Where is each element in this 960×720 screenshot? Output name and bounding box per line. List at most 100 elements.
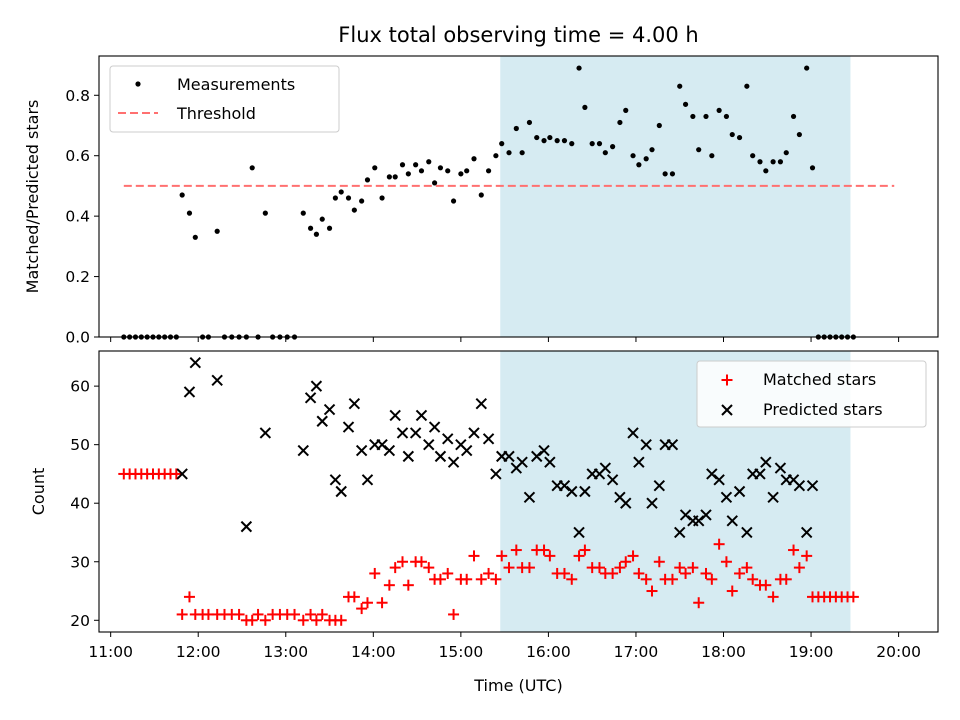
matched-star-point: [646, 585, 658, 597]
measurement-point: [372, 165, 378, 171]
measurement-point: [541, 138, 547, 144]
measurement-point: [249, 165, 255, 171]
measurement-point: [582, 104, 588, 110]
matched-star-point: [289, 608, 301, 620]
ratio-panel: 0.0 0.2 0.4 0.6 0.8 Flux total observing tim…: [23, 23, 939, 347]
matched-star-point: [747, 573, 759, 585]
predicted-star-point: [348, 397, 361, 410]
matched-star-point: [544, 550, 556, 562]
predicted-star-point: [566, 485, 578, 498]
matched-star-point: [356, 603, 368, 615]
measurement-point: [186, 210, 193, 216]
time-x-tick-label: 20:00: [876, 643, 921, 661]
measurement-point: [763, 168, 769, 174]
x-marker-b: [679, 509, 692, 521]
x-marker-b: [726, 515, 738, 527]
measurement-point: [405, 171, 411, 177]
measurement-point: [418, 168, 425, 174]
x-marker-b: [566, 485, 578, 498]
legend-plus-glyph: [721, 374, 733, 386]
x-marker-b: [297, 444, 309, 457]
x-marker-b: [720, 491, 733, 504]
predicted-star-point: [538, 444, 550, 457]
x-marker-b: [516, 456, 528, 468]
measurement-point: [450, 198, 457, 204]
x-marker-b: [767, 491, 779, 504]
measurement-point: [413, 162, 419, 168]
measurement-point: [656, 122, 662, 129]
x-marker-b: [558, 479, 571, 492]
x-marker-b: [741, 526, 753, 539]
x-marker-b: [409, 427, 422, 439]
predicted-star-point: [599, 462, 612, 474]
x-marker-b: [355, 444, 368, 457]
matched-star-point: [674, 562, 686, 574]
predicted-star-point: [726, 515, 738, 527]
x-marker-b: [335, 485, 347, 498]
matched-star-point: [170, 468, 182, 480]
matched-star-point: [503, 562, 515, 574]
predicted-star-point: [531, 450, 543, 463]
x-marker-b: [389, 409, 401, 422]
measurement-point: [790, 113, 797, 120]
time-x-tick-label: 15:00: [439, 643, 484, 661]
count-y-tick-label: 50: [70, 436, 90, 454]
predicted-star-point: [409, 427, 422, 439]
matched-star-point: [434, 573, 446, 585]
ratio-legend-box: [109, 65, 340, 133]
predicted-star-point: [653, 479, 666, 492]
predicted-star-point: [423, 438, 435, 451]
time-x-tick-label: 12:00: [176, 643, 221, 661]
predicted-star-point: [700, 509, 712, 521]
x-marker-b: [573, 526, 585, 539]
predicted-star-point: [767, 491, 779, 504]
matched-star-point: [579, 544, 591, 556]
matched-star-point: [847, 591, 859, 603]
predicted-star-point: [793, 479, 806, 492]
matched-star-point: [523, 562, 535, 574]
predicted-star-point: [633, 456, 645, 468]
predicted-star-point: [415, 409, 428, 422]
legend-measurements-marker: [135, 81, 141, 87]
x-marker-b: [606, 474, 619, 486]
predicted-star-point: [304, 392, 317, 404]
predicted-star-point: [434, 450, 447, 463]
x-marker-b: [189, 357, 202, 369]
predicted-star-point: [754, 468, 766, 480]
ratio-y-tick-label: 0.8: [65, 87, 90, 105]
matched-star-point: [693, 597, 705, 609]
x-marker-b: [760, 456, 772, 468]
matched-star-point: [461, 573, 473, 585]
predicted-star-point: [544, 456, 556, 468]
matched-star-point: [252, 608, 264, 620]
measurement-point: [723, 113, 730, 120]
predicted-star-point: [342, 421, 355, 433]
predicted-star-point: [674, 526, 686, 539]
predicted-star-point: [516, 456, 528, 468]
measurement-point: [610, 144, 616, 150]
matched-star-point: [423, 562, 435, 574]
x-marker-b: [793, 479, 806, 492]
measurement-point: [179, 192, 185, 198]
x-marker-b: [523, 491, 536, 504]
x-marker-b: [183, 386, 196, 398]
x-marker-b: [259, 427, 272, 439]
measurement-point: [682, 101, 689, 107]
measurement-point: [534, 134, 540, 141]
matched-star-point: [348, 591, 360, 603]
matched-star-point: [361, 597, 373, 609]
predicted-star-point: [376, 438, 388, 451]
predicted-star-point: [240, 520, 253, 533]
legend-predicted-label: Predicted stars: [763, 400, 883, 419]
matched-star-point: [801, 550, 813, 562]
x-marker-b: [342, 421, 355, 433]
matched-star-point: [402, 579, 414, 591]
measurement-point: [364, 177, 371, 183]
measurement-point: [519, 150, 525, 156]
predicted-star-point: [666, 438, 679, 451]
measurement-point: [332, 195, 338, 201]
measurement-point: [506, 150, 512, 156]
measurement-point: [596, 141, 603, 147]
predicted-star-point: [189, 357, 202, 369]
x-marker-b: [475, 397, 487, 410]
